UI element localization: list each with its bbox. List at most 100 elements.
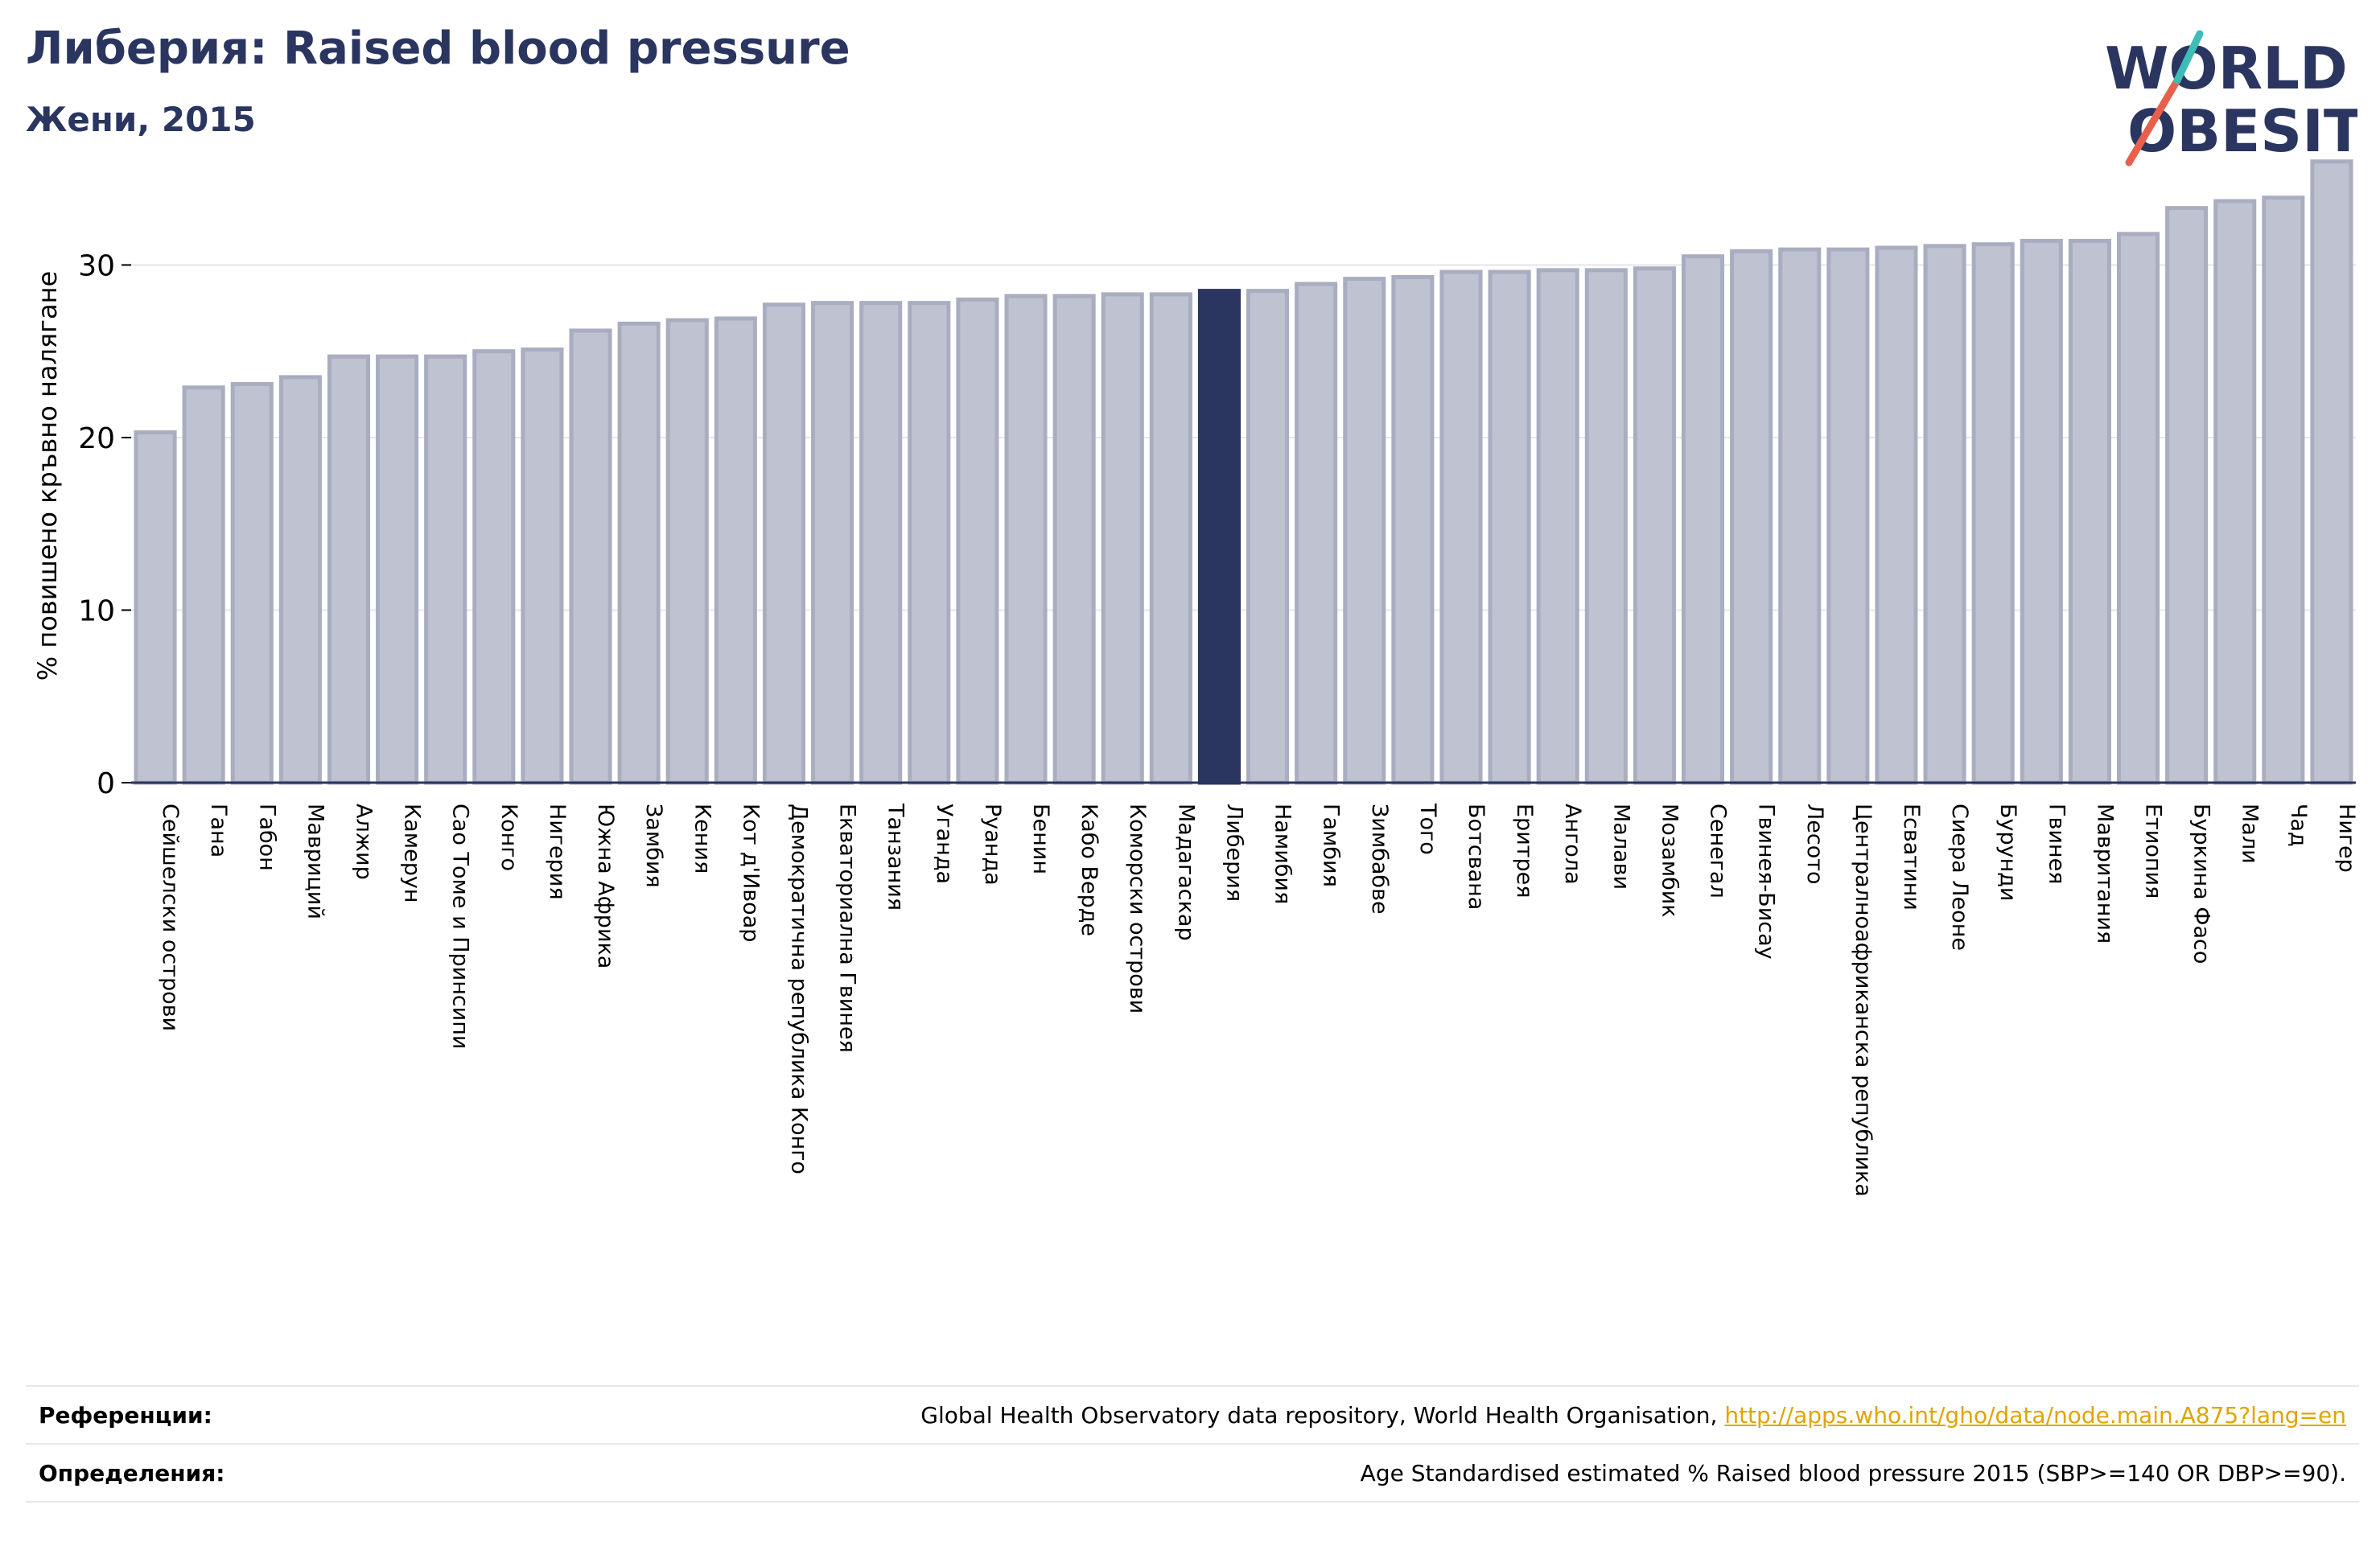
bar [1536, 268, 1579, 785]
bar [1923, 244, 1966, 785]
x-tick-label: Ботсвана [1464, 804, 1489, 910]
bar [1730, 249, 1773, 785]
x-tick-label: Централноафриканска република [1851, 804, 1876, 1197]
bar [472, 349, 516, 785]
x-tick-label: Етиопия [2141, 804, 2166, 898]
bar [762, 302, 806, 785]
x-tick-label: Зимбабве [1367, 804, 1392, 915]
references-label: Референции: [39, 1401, 212, 1429]
logo-line2: OBESITY [2127, 97, 2357, 165]
x-tick-label: Нигерия [545, 804, 570, 900]
bar [1246, 289, 1290, 785]
bar [1052, 294, 1096, 785]
bar [1633, 266, 1676, 785]
bar [859, 301, 903, 785]
x-tick-label: Малави [1608, 804, 1633, 890]
references-row: Референции: Global Health Observatory da… [26, 1385, 2359, 1443]
x-tick-label: Конго [496, 804, 521, 871]
bar [2020, 238, 2063, 785]
bar [327, 354, 371, 785]
x-tick-label: Алжир [351, 804, 376, 880]
x-tick-label: Гана [206, 804, 231, 857]
bar [2310, 159, 2353, 785]
x-tick-label: Буркина Фасо [2189, 804, 2214, 964]
references-value: Global Health Observatory data repositor… [920, 1402, 2359, 1429]
definitions-label: Определения: [39, 1459, 225, 1486]
bar [1295, 282, 1338, 785]
x-tick-label: Южна Африка [593, 804, 618, 968]
bar [1439, 269, 1483, 785]
bar [2213, 199, 2257, 785]
y-tick-label: 0 [97, 767, 115, 800]
x-tick-label: Кабо Верде [1077, 804, 1101, 936]
x-tick-label: Камерун [400, 804, 425, 903]
bar [2262, 195, 2305, 785]
logo-slash-teal-icon [2173, 30, 2204, 84]
bar [1391, 274, 1435, 785]
x-tick-label: Бенин [1028, 804, 1053, 874]
bars [134, 159, 2353, 785]
x-tick-label: Сао Томе и Принсипи [448, 804, 473, 1049]
bar [665, 318, 709, 785]
definitions-row: Определения: Age Standardised estimated … [26, 1443, 2359, 1501]
y-tick-label: 10 [78, 594, 115, 627]
bar [278, 375, 322, 785]
bar [134, 430, 177, 785]
bar [2165, 206, 2209, 785]
y-ticks: 0 10 20 30 [78, 249, 131, 800]
logo-line1: WORLD [2105, 35, 2348, 102]
bar [569, 328, 612, 785]
x-tick-label: Сиера Леоне [1947, 804, 1972, 951]
x-tick-label: Гвинея-Бисау [1754, 804, 1779, 960]
references-link[interactable]: http://apps.who.int/gho/data/node.main.A… [1724, 1401, 2346, 1429]
bar [1971, 242, 2015, 785]
bar [811, 301, 854, 785]
x-tick-label: Мозамбик [1657, 804, 1682, 918]
bar [1343, 277, 1386, 785]
x-tick-label: Мавриций [303, 804, 327, 919]
bar [1826, 247, 1870, 785]
x-tick-label: Мавритания [2092, 804, 2117, 944]
x-tick-label: Нигер [2334, 804, 2359, 873]
bar [1004, 294, 1048, 785]
bar [956, 297, 999, 785]
bar [714, 316, 757, 785]
bar [521, 347, 564, 785]
bar [617, 321, 661, 785]
x-tick-label: Либерия [1221, 804, 1246, 902]
bar [1149, 292, 1192, 785]
x-tick-label: Бурунди [1995, 804, 2020, 902]
chart-title: Либерия: Raised blood pressure [26, 23, 850, 75]
x-tick-label: Есватини [1899, 804, 1924, 911]
x-tick-label: Чад [2286, 804, 2311, 847]
chart-subtitle: Жени, 2015 [26, 100, 256, 139]
world-obesity-logo: WORLD OBESITY [2105, 30, 2357, 167]
footer-divider [26, 1501, 2359, 1503]
bar [2116, 232, 2160, 785]
x-tick-label: Екваториална Гвинея [835, 804, 860, 1053]
x-tick-label: Гамбия [1319, 804, 1344, 887]
x-tick-label: Мали [2238, 804, 2263, 864]
x-tick-label: Сенегал [1706, 804, 1731, 898]
x-tick-label: Кения [690, 804, 714, 874]
bar [1681, 254, 1725, 785]
x-tick-label: Мадагаскар [1173, 804, 1198, 941]
bar [1875, 245, 1918, 785]
x-tick-label: Руанда [980, 804, 1005, 886]
bar [1488, 269, 1531, 785]
x-tick-label: Ангола [1560, 804, 1585, 885]
bar-highlighted [1197, 289, 1241, 785]
y-axis-label: % повишено кръвно налягане [32, 271, 63, 681]
x-tick-label: Демократична република Конго [786, 804, 811, 1174]
x-tick-label: Габон [254, 804, 279, 871]
y-tick-label: 30 [78, 249, 115, 282]
x-tick-label: Еритрея [1512, 804, 1537, 898]
bar [230, 381, 274, 785]
bar [182, 385, 225, 785]
x-tick-label: Сейшелски острови [158, 804, 183, 1031]
bar [424, 354, 467, 785]
logo-slash-red-icon [2125, 76, 2181, 167]
bar [1778, 247, 1822, 785]
x-tick-label: Коморски острови [1125, 804, 1150, 1014]
x-tick-label: Кот д'Ивоар [738, 804, 763, 942]
